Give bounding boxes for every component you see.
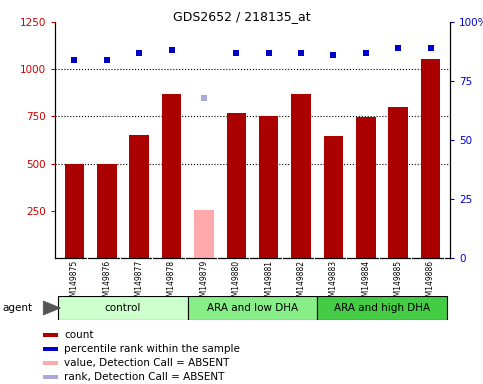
Text: GSM149875: GSM149875 [70,260,79,306]
Point [168,47,175,53]
Text: percentile rank within the sample: percentile rank within the sample [64,344,240,354]
Text: ARA and high DHA: ARA and high DHA [334,303,430,313]
Bar [188,296,317,320]
Point [329,52,337,58]
Point [362,50,369,56]
Text: GSM149881: GSM149881 [264,260,273,306]
Bar [65,164,84,258]
Point [426,45,434,51]
Bar [97,164,116,258]
Point [135,50,143,56]
Polygon shape [43,301,61,315]
Point [394,45,402,51]
Text: GSM149885: GSM149885 [394,260,403,306]
Text: GSM149877: GSM149877 [135,260,143,306]
Text: count: count [64,330,94,340]
Bar [162,94,181,258]
Text: GDS2652 / 218135_at: GDS2652 / 218135_at [173,10,310,23]
Bar [356,118,376,258]
Text: GSM149880: GSM149880 [232,260,241,306]
Bar [227,113,246,258]
Bar [58,296,188,320]
Bar [421,59,440,258]
Text: GSM149882: GSM149882 [297,260,306,306]
Bar [43,361,58,364]
Bar [324,136,343,258]
Text: rank, Detection Call = ABSENT: rank, Detection Call = ABSENT [64,372,225,382]
Text: GSM149886: GSM149886 [426,260,435,306]
Text: GSM149876: GSM149876 [102,260,111,306]
Bar [43,376,58,379]
Bar [43,348,58,351]
Bar [129,135,149,258]
Point [103,57,111,63]
Text: GSM149879: GSM149879 [199,260,209,306]
Point [297,50,305,56]
Point [232,50,240,56]
Text: ARA and low DHA: ARA and low DHA [207,303,298,313]
Text: control: control [105,303,141,313]
Text: agent: agent [2,303,32,313]
Text: GSM149883: GSM149883 [329,260,338,306]
Bar [291,94,311,258]
Text: GSM149878: GSM149878 [167,260,176,306]
Bar [259,116,278,258]
Bar [317,296,447,320]
Text: GSM149884: GSM149884 [361,260,370,306]
Point [71,57,78,63]
Point [200,94,208,101]
Bar [388,107,408,258]
Text: value, Detection Call = ABSENT: value, Detection Call = ABSENT [64,358,229,368]
Bar [43,333,58,336]
Bar [194,210,213,258]
Point [265,50,272,56]
